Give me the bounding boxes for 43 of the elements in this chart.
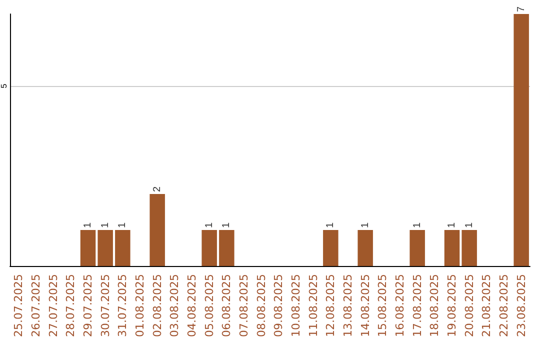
x-tick-label: 10.08.2025 [290,274,302,338]
x-tick-label: 28.07.2025 [64,274,78,338]
data-label: 2 [152,186,163,192]
x-tick-label: 23.08.2025 [514,274,528,338]
data-label: 1 [221,222,232,228]
x-tick-label: 14.08.2025 [358,274,372,338]
x-tick-label: 25.07.2025 [12,274,26,338]
x-tick-label: 12.08.2025 [324,274,338,338]
x-tick-label: 20.08.2025 [462,274,476,338]
y-tick-label: 5 [0,83,8,88]
data-label: 1 [204,222,215,228]
x-tick-label: 07.08.2025 [238,274,250,338]
x-tick-label: 17.08.2025 [410,274,424,338]
x-tick-label: 21.08.2025 [480,274,494,338]
x-tick-label: 31.07.2025 [116,274,130,338]
data-label: 1 [82,222,94,228]
x-tick-label: 16.08.2025 [394,274,406,338]
x-tick-label: 08.08.2025 [254,274,268,338]
x-tick-label: 30.07.2025 [98,274,112,338]
data-label: 1 [412,222,423,228]
data-label: 1 [446,222,458,228]
x-tick-label: 22.08.2025 [498,274,510,338]
data-label: 1 [100,222,111,228]
data-label: 1 [117,222,128,228]
x-tick-label: 13.08.2025 [342,274,354,338]
x-tick-label: 26.07.2025 [30,274,42,338]
x-tick-label: 09.08.2025 [272,274,286,338]
data-label: 1 [464,222,475,228]
x-tick-label: 01.08.2025 [134,274,146,338]
x-tick-label: 03.08.2025 [168,274,182,338]
x-tick-label: 18.08.2025 [428,274,442,338]
x-tick-label: 11.08.2025 [306,274,320,338]
data-label: 7 [516,6,527,12]
x-tick-label: 27.07.2025 [46,274,60,338]
x-tick-label: 04.08.2025 [186,274,198,338]
data-label: 1 [360,222,371,228]
x-tick-label: 02.08.2025 [150,274,164,338]
x-tick-label: 15.08.2025 [376,274,390,338]
x-tick-label: 05.08.2025 [202,274,216,338]
x-tick-label: 06.08.2025 [220,274,234,338]
data-label: 1 [325,222,336,228]
x-tick-label: 19.08.2025 [446,274,458,338]
x-tick-label: 29.07.2025 [82,274,94,338]
